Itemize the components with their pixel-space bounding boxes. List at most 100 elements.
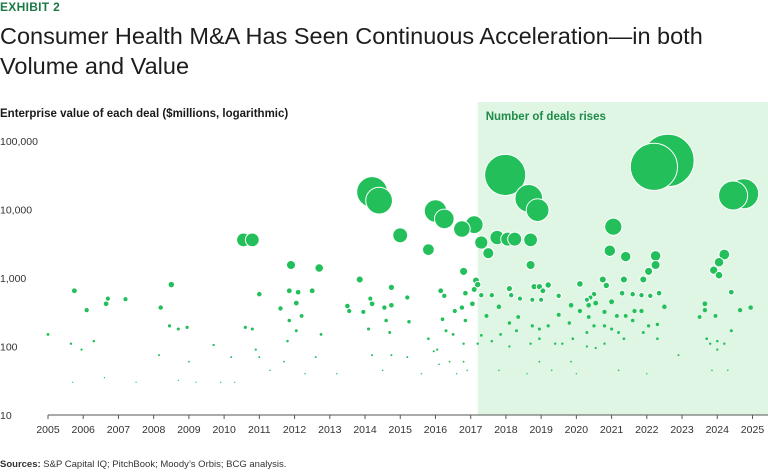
x-tick-label: 2019 bbox=[529, 424, 553, 436]
data-bubble bbox=[662, 304, 667, 310]
data-bubble bbox=[404, 294, 411, 301]
data-bubble bbox=[319, 332, 323, 336]
x-tick-label: 2024 bbox=[706, 424, 730, 436]
data-bubble bbox=[438, 363, 440, 366]
data-bubble bbox=[577, 308, 582, 314]
data-bubble bbox=[649, 250, 662, 262]
highlight-region-label: Number of deals rises bbox=[486, 111, 606, 123]
data-bubble bbox=[603, 342, 606, 345]
data-bubble bbox=[389, 303, 394, 308]
data-bubble bbox=[422, 243, 435, 256]
data-bubble bbox=[714, 270, 724, 280]
data-bubble bbox=[355, 275, 364, 284]
data-bubble bbox=[367, 295, 374, 302]
data-bubble bbox=[84, 307, 89, 313]
data-bubble bbox=[230, 356, 233, 359]
data-bubble bbox=[482, 247, 495, 260]
data-bubble bbox=[176, 327, 180, 331]
data-bubble bbox=[308, 287, 316, 295]
data-bubble bbox=[727, 369, 729, 372]
data-bubble bbox=[496, 304, 502, 310]
data-bubble bbox=[258, 356, 261, 359]
data-bubble bbox=[593, 300, 599, 306]
data-bubble bbox=[529, 342, 532, 345]
data-bubble bbox=[285, 287, 293, 295]
data-bubble bbox=[708, 342, 712, 345]
data-bubble bbox=[407, 319, 411, 324]
data-bubble bbox=[655, 322, 660, 327]
data-bubble bbox=[304, 373, 306, 375]
data-bubble bbox=[269, 369, 271, 372]
data-bubble bbox=[437, 287, 445, 295]
data-bubble bbox=[617, 369, 620, 372]
data-bubble bbox=[507, 291, 515, 299]
data-bubble bbox=[507, 231, 523, 247]
data-bubble bbox=[104, 295, 111, 302]
data-bubble bbox=[571, 337, 575, 341]
data-bubble bbox=[427, 337, 430, 341]
x-tick-label: 2010 bbox=[212, 424, 236, 436]
data-bubble bbox=[219, 381, 222, 383]
data-bubble bbox=[529, 296, 536, 303]
data-bubble bbox=[476, 342, 479, 345]
data-bubble bbox=[705, 337, 709, 341]
data-bubble bbox=[463, 318, 468, 323]
data-bubble bbox=[185, 325, 189, 329]
data-bubble bbox=[80, 348, 83, 351]
data-bubble bbox=[530, 324, 534, 328]
data-bubble bbox=[639, 308, 644, 314]
y-tick-label: 1,000 bbox=[0, 273, 26, 285]
data-bubble bbox=[516, 295, 524, 302]
data-bubble bbox=[371, 354, 374, 357]
data-bubble bbox=[525, 259, 536, 271]
data-bubble bbox=[629, 290, 636, 298]
data-bubble bbox=[441, 292, 448, 299]
data-bubble bbox=[716, 348, 719, 351]
data-bubble bbox=[711, 369, 713, 372]
y-axis-ticks: 10 100 1,000 10,000 100,000 bbox=[0, 136, 38, 422]
data-bubble bbox=[697, 315, 702, 319]
data-bubble bbox=[629, 142, 678, 191]
data-bubble bbox=[384, 318, 388, 323]
data-bubble bbox=[381, 369, 384, 372]
data-bubble bbox=[646, 373, 648, 375]
data-bubble bbox=[244, 232, 260, 248]
data-bubble bbox=[158, 354, 160, 357]
data-bubble bbox=[278, 306, 283, 311]
data-bubble bbox=[361, 309, 366, 314]
data-bubble bbox=[347, 308, 352, 314]
data-bubble bbox=[546, 324, 550, 328]
data-bubble bbox=[365, 186, 393, 215]
data-bubble bbox=[390, 354, 393, 357]
x-tick-label: 2020 bbox=[565, 424, 589, 436]
data-bubble bbox=[515, 329, 518, 333]
data-bubble bbox=[538, 337, 541, 341]
data-bubble bbox=[459, 266, 469, 276]
data-bubble bbox=[702, 301, 708, 307]
data-bubble bbox=[677, 354, 680, 357]
data-bubble bbox=[718, 180, 749, 211]
y-tick-label: 100 bbox=[0, 342, 18, 354]
data-bubble bbox=[444, 329, 448, 333]
data-bubble bbox=[158, 305, 163, 310]
data-bubble bbox=[556, 312, 561, 317]
data-bubble bbox=[617, 331, 621, 334]
y-axis-title: Enterprise value of each deal ($millions… bbox=[0, 108, 289, 120]
data-bubble bbox=[576, 280, 584, 288]
data-bubble bbox=[72, 381, 74, 383]
x-tick-label: 2023 bbox=[670, 424, 694, 436]
data-bubble bbox=[406, 356, 409, 359]
data-bubble bbox=[462, 289, 469, 297]
data-bubble bbox=[466, 369, 468, 372]
y-tick-label: 10 bbox=[0, 410, 12, 422]
data-bubble bbox=[537, 327, 541, 331]
data-bubble bbox=[436, 348, 439, 351]
data-bubble bbox=[250, 327, 254, 331]
data-bubble bbox=[283, 360, 285, 363]
data-bubble bbox=[561, 342, 564, 345]
data-bubble bbox=[618, 289, 626, 297]
x-tick-label: 2025 bbox=[741, 424, 765, 436]
data-bubble bbox=[603, 244, 617, 257]
data-bubble bbox=[614, 313, 619, 318]
